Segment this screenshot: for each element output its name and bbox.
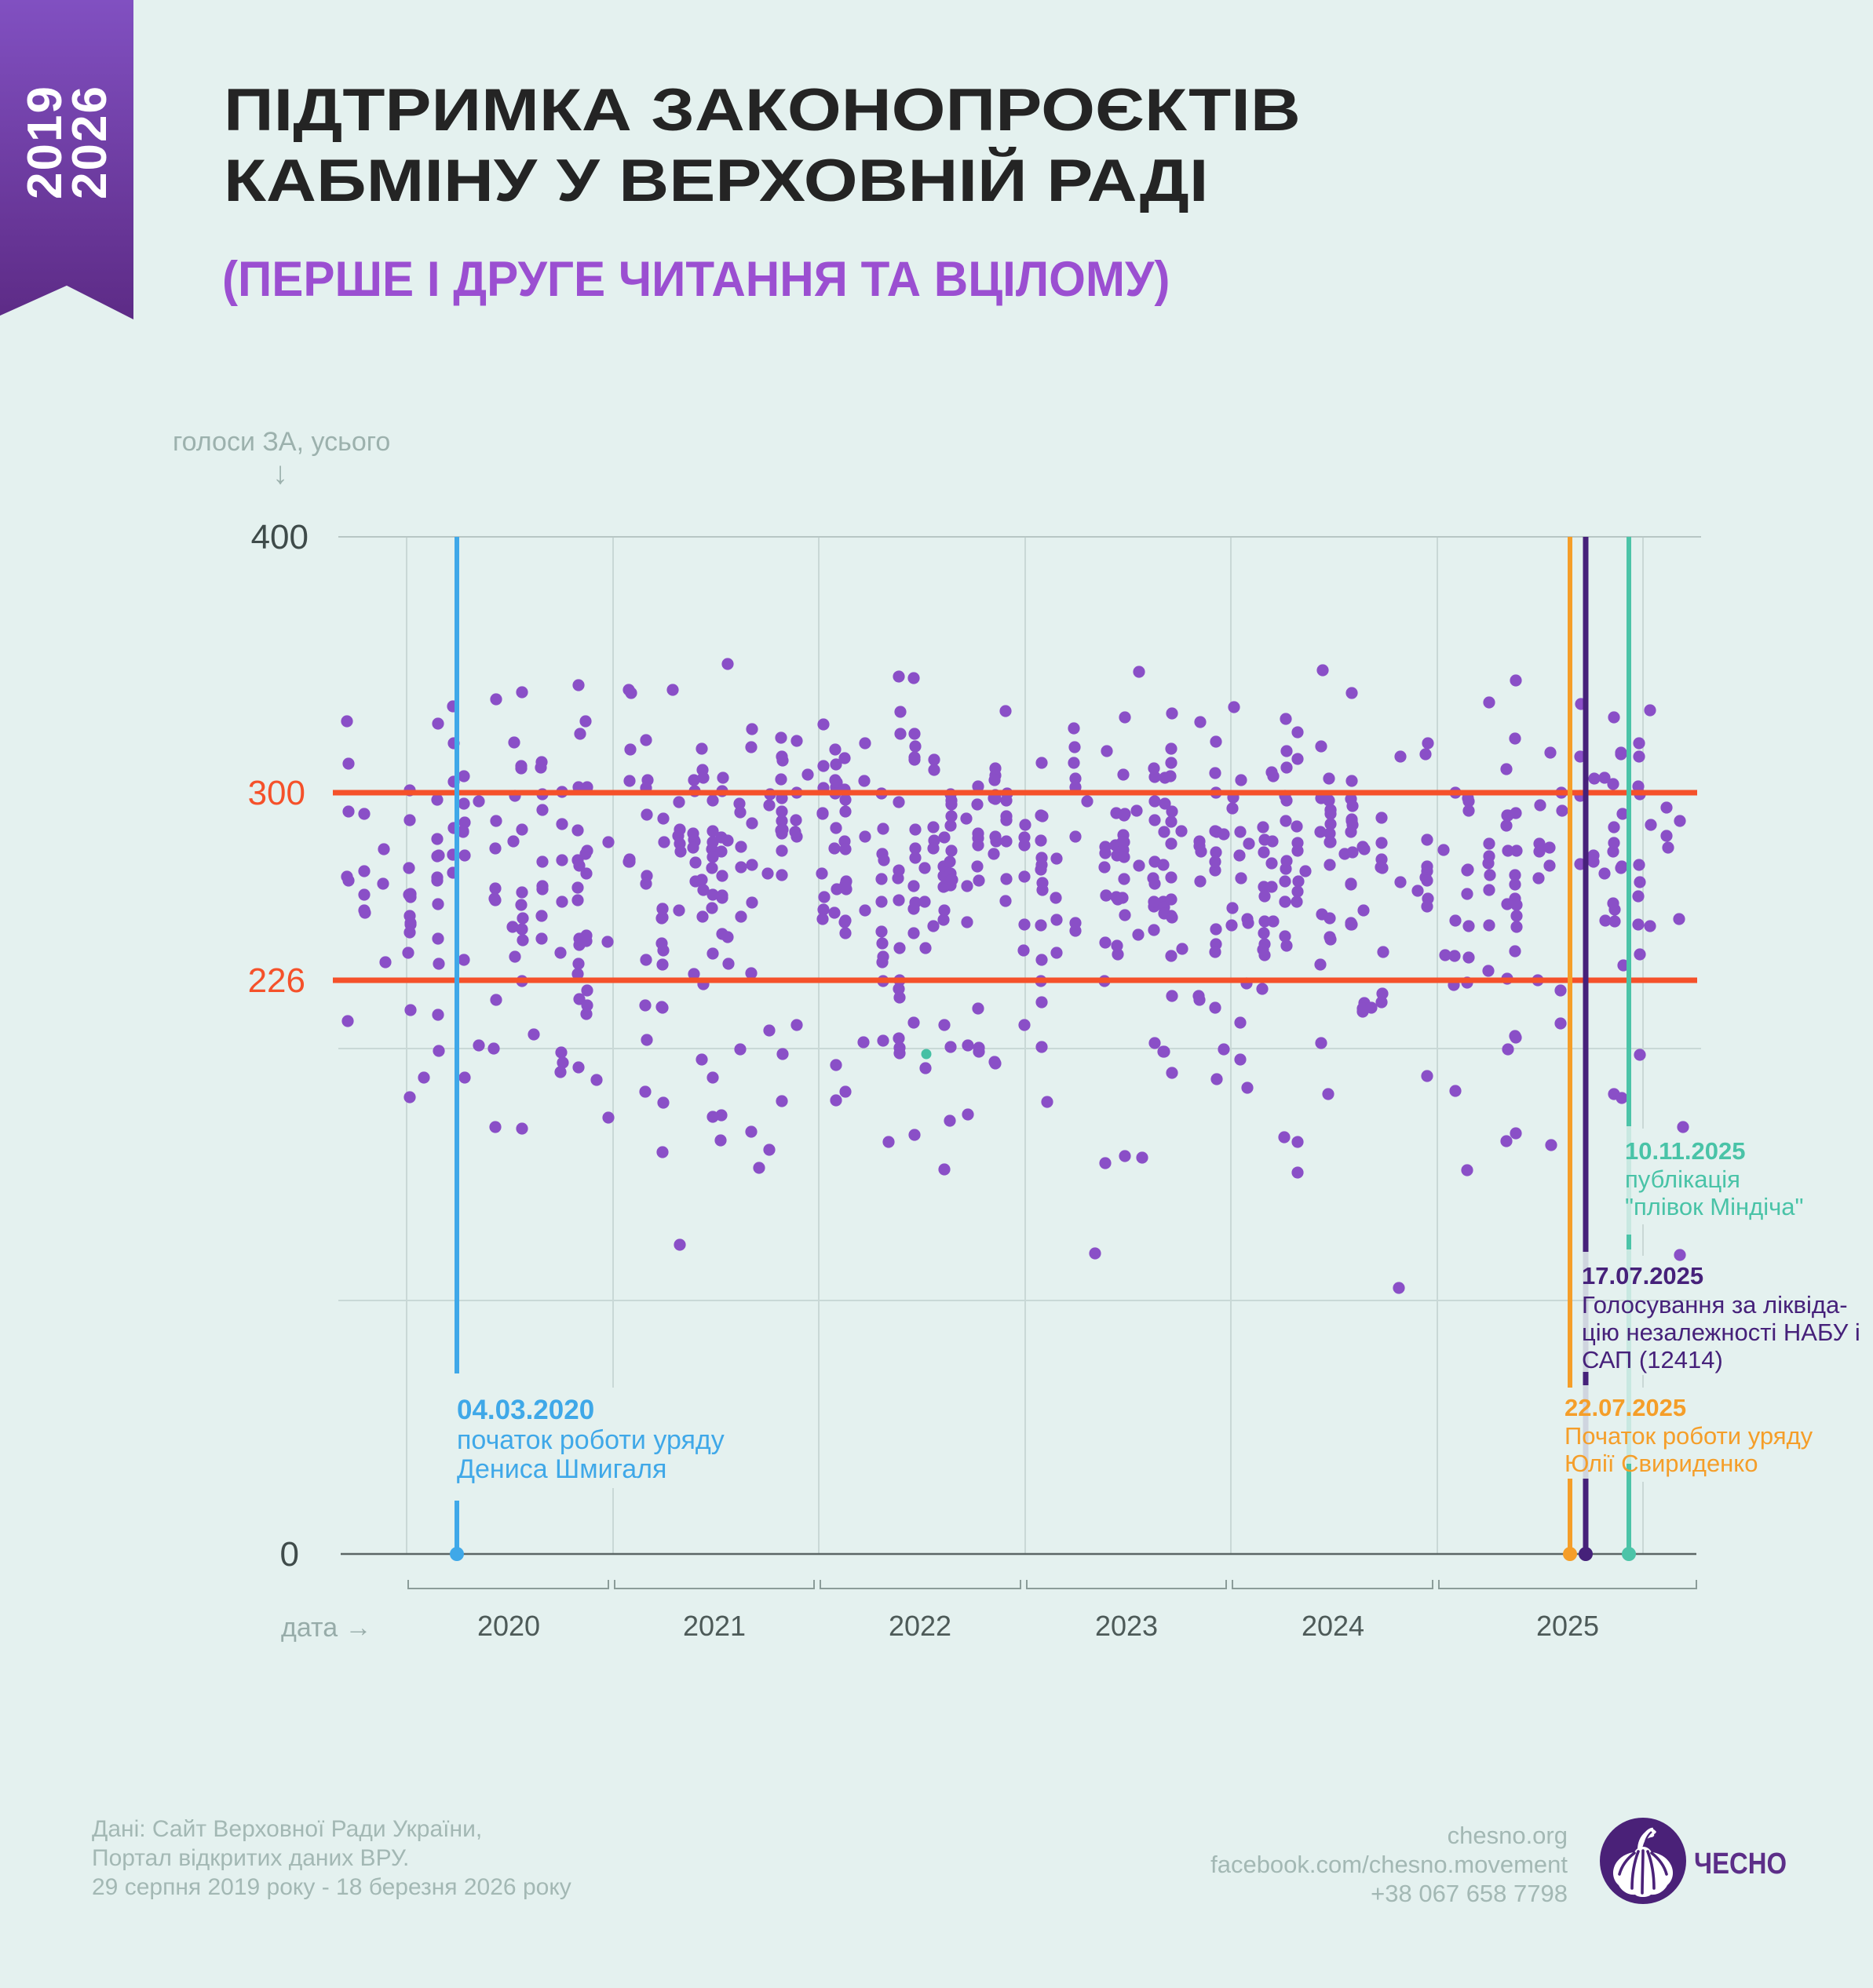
svg-text:"плівок Міндіча": "плівок Міндіча" (1625, 1193, 1804, 1220)
svg-text:2021: 2021 (683, 1610, 746, 1642)
svg-text:2024: 2024 (1302, 1610, 1364, 1642)
svg-text:голоси ЗА, усього: голоси ЗА, усього (173, 427, 390, 457)
svg-text:10.11.2025: 10.11.2025 (1625, 1137, 1745, 1165)
svg-text:2025: 2025 (1536, 1610, 1599, 1642)
svg-text:04.03.2020: 04.03.2020 (457, 1395, 594, 1425)
svg-text:початок роботи уряду: початок роботи уряду (457, 1425, 725, 1455)
svg-text:Юлії Свириденко: Юлії Свириденко (1564, 1450, 1758, 1477)
svg-text:22.07.2025: 22.07.2025 (1564, 1394, 1686, 1421)
svg-text:226: 226 (248, 961, 305, 1000)
svg-text:цію незалежності НАБУ і: цію незалежності НАБУ і (1582, 1319, 1860, 1346)
svg-text:+38 067 658 7798: +38 067 658 7798 (1371, 1880, 1568, 1907)
svg-text:2023: 2023 (1095, 1610, 1158, 1642)
svg-text:Дениса Шмигаля: Дениса Шмигаля (457, 1454, 666, 1484)
svg-text:17.07.2025: 17.07.2025 (1582, 1262, 1703, 1289)
svg-text:дата →: дата → (281, 1613, 372, 1643)
svg-text:400: 400 (251, 518, 309, 556)
svg-text:Дані: Сайт Верховної Ради Укра: Дані: Сайт Верховної Ради України, (92, 1816, 482, 1842)
svg-text:ЧЕСНО: ЧЕСНО (1694, 1848, 1787, 1880)
svg-text:↓: ↓ (272, 456, 288, 491)
svg-text:300: 300 (248, 774, 305, 812)
svg-text:публікація: публікація (1625, 1165, 1740, 1193)
svg-text:facebook.com/chesno.movement: facebook.com/chesno.movement (1210, 1851, 1568, 1878)
svg-text:chesno.org: chesno.org (1448, 1822, 1568, 1849)
svg-text:2022: 2022 (889, 1610, 951, 1642)
svg-text:САП (12414): САП (12414) (1582, 1346, 1723, 1373)
svg-text:Портал відкритих даних ВРУ.: Портал відкритих даних ВРУ. (92, 1845, 409, 1871)
svg-text:2020: 2020 (477, 1610, 540, 1642)
svg-text:29 серпня 2019 року - 18 берез: 29 серпня 2019 року - 18 березня 2026 ро… (92, 1874, 571, 1900)
svg-text:0: 0 (280, 1535, 299, 1574)
svg-text:Голосування за ліквіда-: Голосування за ліквіда- (1582, 1291, 1848, 1319)
svg-text:Початок роботи уряду: Початок роботи уряду (1564, 1422, 1813, 1450)
